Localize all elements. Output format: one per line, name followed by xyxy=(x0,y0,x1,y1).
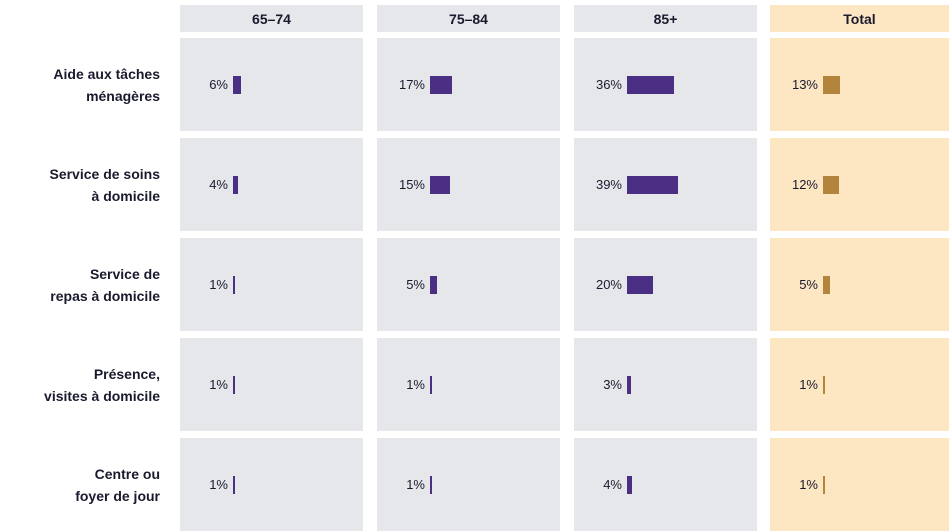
cell xyxy=(180,338,363,431)
bar xyxy=(627,176,678,194)
value-label: 6% xyxy=(209,77,228,92)
value-label: 36% xyxy=(595,77,622,92)
value-label: 20% xyxy=(595,277,622,292)
value-label: 17% xyxy=(398,77,425,92)
row-label: Centre ou foyer de jour xyxy=(75,465,160,504)
value-label: 3% xyxy=(603,377,622,392)
cell xyxy=(574,438,757,531)
row-label: Présence, visites à domicile xyxy=(44,365,160,404)
value-label: 15% xyxy=(398,177,425,192)
bar xyxy=(233,176,239,194)
cell xyxy=(180,138,363,231)
row-label: Service de repas à domicile xyxy=(50,265,160,304)
bar xyxy=(627,76,674,94)
bar xyxy=(823,176,839,194)
bar xyxy=(430,176,450,194)
value-label: 1% xyxy=(209,477,228,492)
column-header: Total xyxy=(770,5,949,32)
cell xyxy=(377,438,560,531)
value-label: 1% xyxy=(209,277,228,292)
value-label: 1% xyxy=(799,377,818,392)
cell xyxy=(770,338,949,431)
bar xyxy=(233,476,235,494)
value-label: 4% xyxy=(603,477,622,492)
row-label: Aide aux tâches ménagères xyxy=(53,65,160,104)
value-label: 39% xyxy=(595,177,622,192)
value-label: 1% xyxy=(406,477,425,492)
bar xyxy=(627,376,631,394)
cell xyxy=(770,38,949,131)
value-label: 13% xyxy=(791,77,818,92)
bar xyxy=(430,476,432,494)
value-label: 1% xyxy=(209,377,228,392)
value-label: 1% xyxy=(406,377,425,392)
cell xyxy=(377,238,560,331)
bar xyxy=(430,276,437,294)
bar xyxy=(823,376,825,394)
bar xyxy=(823,476,825,494)
bar xyxy=(823,76,840,94)
value-label: 5% xyxy=(406,277,425,292)
cell xyxy=(377,138,560,231)
cell xyxy=(770,238,949,331)
column-header: 65–74 xyxy=(180,5,363,32)
cell xyxy=(180,438,363,531)
bar xyxy=(233,276,235,294)
bar xyxy=(233,376,235,394)
bar xyxy=(823,276,830,294)
bar xyxy=(627,276,653,294)
cell xyxy=(377,38,560,131)
cell xyxy=(180,238,363,331)
cell xyxy=(574,238,757,331)
bar xyxy=(430,76,453,94)
value-label: 4% xyxy=(209,177,228,192)
cell xyxy=(180,38,363,131)
bar xyxy=(233,76,241,94)
bar xyxy=(430,376,432,394)
value-label: 5% xyxy=(799,277,818,292)
cell xyxy=(770,438,949,531)
cell xyxy=(574,338,757,431)
value-label: 1% xyxy=(799,477,818,492)
row-label: Service de soins à domicile xyxy=(49,165,160,204)
column-header: 75–84 xyxy=(377,5,560,32)
value-label: 12% xyxy=(791,177,818,192)
column-header: 85+ xyxy=(574,5,757,32)
cell xyxy=(377,338,560,431)
bar xyxy=(627,476,633,494)
cell xyxy=(770,138,949,231)
